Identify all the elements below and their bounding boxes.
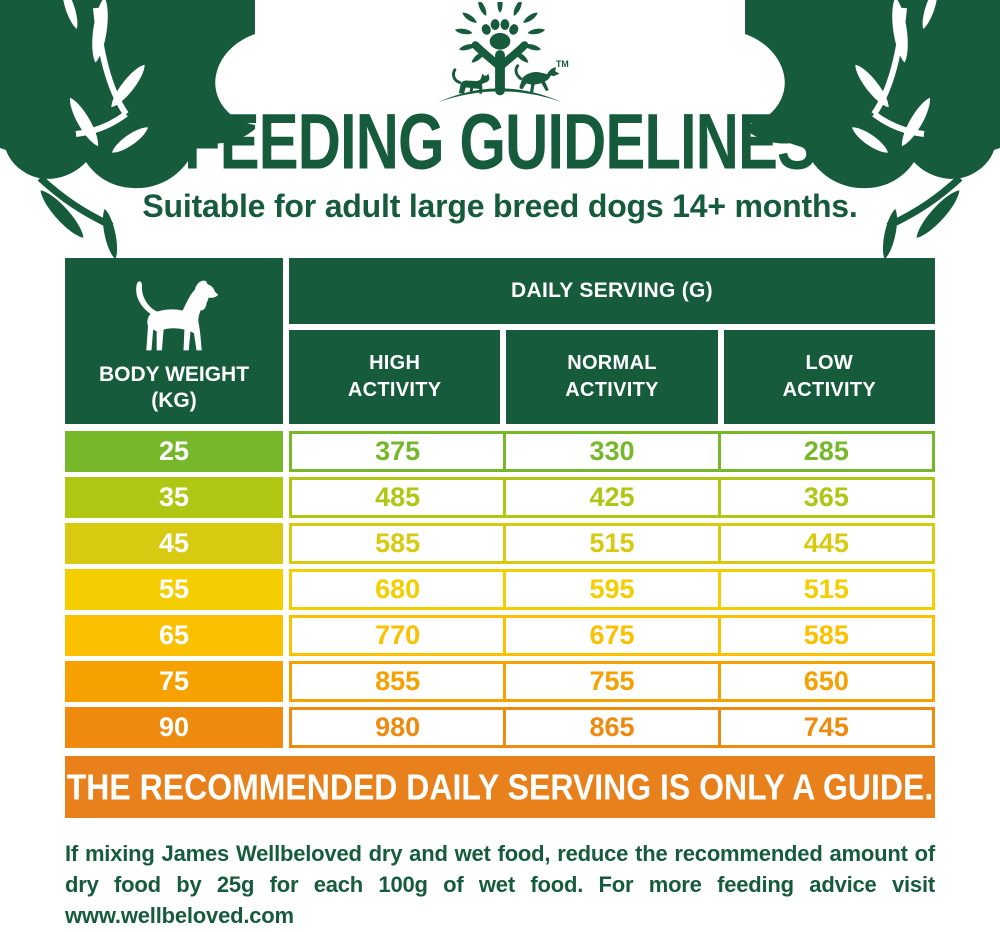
body-weight-cell: 55 [65, 569, 283, 610]
serving-cell-low-activity: 745 [717, 707, 935, 748]
guide-banner-text: THE RECOMMENDED DAILY SERVING IS ONLY A … [66, 766, 934, 807]
leaf-decoration-left [0, 0, 255, 260]
serving-cell-high-activity: 585 [289, 523, 507, 564]
table-row: 90 980 865 745 [65, 707, 935, 748]
serving-cell-high-activity: 680 [289, 569, 507, 610]
serving-cell-high-activity: 770 [289, 615, 507, 656]
table-body: 25 375 330 285 35 485 425 365 45 585 515 445 55 680 59… [65, 431, 935, 748]
table-row: 25 375 330 285 [65, 431, 935, 472]
tree-paw-logo: TM [438, 2, 569, 103]
serving-cell-high-activity: 855 [289, 661, 507, 702]
body-weight-header-cell: BODY WEIGHT (KG) [65, 258, 283, 424]
trademark-symbol: TM [556, 59, 569, 69]
activity-header-row: HIGH ACTIVITY NORMAL ACTIVITY LOW ACTIVI… [289, 330, 935, 424]
serving-cell-low-activity: 445 [717, 523, 935, 564]
body-weight-cell: 75 [65, 661, 283, 702]
serving-cell-normal-activity: 595 [503, 569, 721, 610]
serving-cell-normal-activity: 425 [503, 477, 721, 518]
column-header-high-activity: HIGH ACTIVITY [289, 330, 501, 424]
column-header-low-activity: LOW ACTIVITY [723, 330, 935, 424]
guide-banner: THE RECOMMENDED DAILY SERVING IS ONLY A … [65, 756, 935, 818]
serving-cell-low-activity: 515 [717, 569, 935, 610]
body-weight-cell: 35 [65, 477, 283, 518]
serving-cell-high-activity: 375 [289, 431, 507, 472]
table-row: 55 680 595 515 [65, 569, 935, 610]
daily-serving-header: DAILY SERVING (G) [289, 258, 935, 324]
serving-cell-normal-activity: 330 [503, 431, 721, 472]
body-weight-cell: 45 [65, 523, 283, 564]
body-weight-cell: 65 [65, 615, 283, 656]
page-title: FEEDING GUIDELINES [183, 97, 817, 186]
serving-header-group: DAILY SERVING (G) HIGH ACTIVITY NORMAL A… [289, 258, 935, 424]
table-header: BODY WEIGHT (KG) DAILY SERVING (G) HIGH … [65, 258, 935, 424]
serving-cell-high-activity: 485 [289, 477, 507, 518]
table-row: 35 485 425 365 [65, 477, 935, 518]
serving-cell-normal-activity: 515 [503, 523, 721, 564]
serving-cell-normal-activity: 755 [503, 661, 721, 702]
mixing-advice-note: If mixing James Wellbeloved dry and wet … [65, 841, 935, 929]
body-weight-cell: 90 [65, 707, 283, 748]
serving-cell-normal-activity: 865 [503, 707, 721, 748]
serving-cell-low-activity: 585 [717, 615, 935, 656]
page-subtitle: Suitable for adult large breed dogs 14+ … [142, 188, 858, 224]
table-row: 75 855 755 650 [65, 661, 935, 702]
leaf-decoration-right [745, 0, 1000, 260]
serving-cell-low-activity: 650 [717, 661, 935, 702]
feeding-table: BODY WEIGHT (KG) DAILY SERVING (G) HIGH … [65, 258, 935, 818]
body-weight-cell: 25 [65, 431, 283, 472]
column-header-normal-activity: NORMAL ACTIVITY [506, 330, 718, 424]
serving-cell-high-activity: 980 [289, 707, 507, 748]
dog-icon [136, 280, 219, 351]
serving-cell-low-activity: 365 [717, 477, 935, 518]
serving-cell-normal-activity: 675 [503, 615, 721, 656]
serving-cell-low-activity: 285 [717, 431, 935, 472]
body-weight-header-label: BODY WEIGHT (KG) [98, 363, 250, 413]
table-row: 45 585 515 445 [65, 523, 935, 564]
table-row: 65 770 675 585 [65, 615, 935, 656]
